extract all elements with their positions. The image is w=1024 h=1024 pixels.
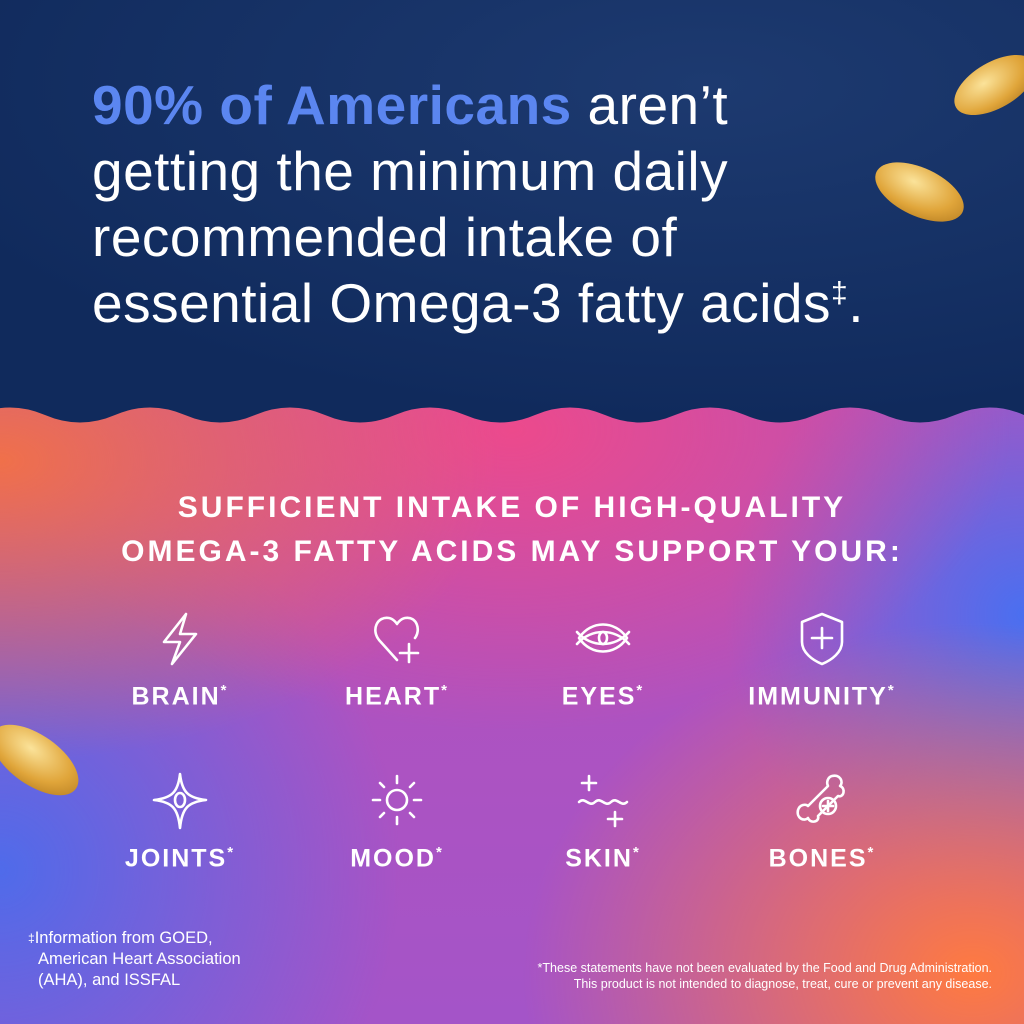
benefit-label: MOOD*: [350, 844, 444, 873]
benefit-skin: SKIN*: [503, 770, 703, 873]
footnote-line1: Information from GOED,: [34, 929, 213, 947]
navy-header-band: [0, 0, 1024, 440]
sun-icon: [371, 774, 423, 826]
headline-line3: recommended intake of: [92, 206, 678, 268]
disclaimer-line2: This product is not intended to diagnose…: [573, 977, 992, 991]
subheading-line1: SUFFICIENT INTAKE OF HIGH-QUALITY: [177, 491, 847, 524]
headline-highlight: 90% of Americans: [92, 74, 572, 136]
benefit-label: JOINTS*: [124, 844, 236, 873]
subheading: SUFFICIENT INTAKE OF HIGH-QUALITY OMEGA-…: [0, 486, 1024, 574]
headline-line1: aren’t: [571, 74, 729, 136]
footnote-line3: (AHA), and ISSFAL: [38, 971, 181, 989]
fda-disclaimer: *These statements have not been evaluate…: [538, 960, 992, 992]
dagger-mark: ‡: [831, 276, 849, 310]
footnote-line2: American Heart Association: [38, 950, 241, 968]
shield-plus-icon: [800, 612, 844, 666]
benefit-label: BONES*: [768, 844, 876, 873]
sparkle-joint-icon: [152, 772, 208, 830]
dagger-mark: ‡: [28, 931, 35, 945]
capsule-image: [0, 710, 91, 810]
headline-line2: getting the minimum daily: [92, 140, 729, 202]
subheading-line2: OMEGA-3 FATTY ACIDS MAY SUPPORT YOUR:: [121, 535, 903, 568]
wave-sparkle-icon: [577, 774, 629, 828]
eye-icon: [575, 623, 631, 653]
benefit-immunity: IMMUNITY*: [722, 608, 922, 711]
benefit-bones: BONES*: [722, 770, 922, 873]
heart-plus-icon: [374, 616, 420, 664]
benefit-brain: BRAIN*: [80, 608, 280, 711]
source-footnote: ‡Information from GOED, American Heart A…: [28, 928, 241, 991]
disclaimer-line1: *These statements have not been evaluate…: [537, 961, 992, 975]
benefit-heart: HEART*: [297, 608, 497, 711]
period: .: [848, 272, 864, 334]
benefit-label: SKIN*: [565, 844, 641, 873]
benefit-eyes: EYES*: [503, 608, 703, 711]
lightning-icon: [162, 612, 198, 666]
headline-line4: essential Omega-3 fatty acids: [92, 272, 832, 334]
benefit-mood: MOOD*: [297, 770, 497, 873]
benefit-label: BRAIN*: [131, 682, 229, 711]
benefit-label: HEART*: [345, 682, 449, 711]
benefit-label: IMMUNITY*: [748, 682, 896, 711]
benefit-label: EYES*: [561, 682, 645, 711]
headline: 90% of Americans aren’t getting the mini…: [92, 72, 992, 336]
bone-plus-icon: [796, 774, 845, 823]
benefit-joints: JOINTS*: [80, 770, 280, 873]
